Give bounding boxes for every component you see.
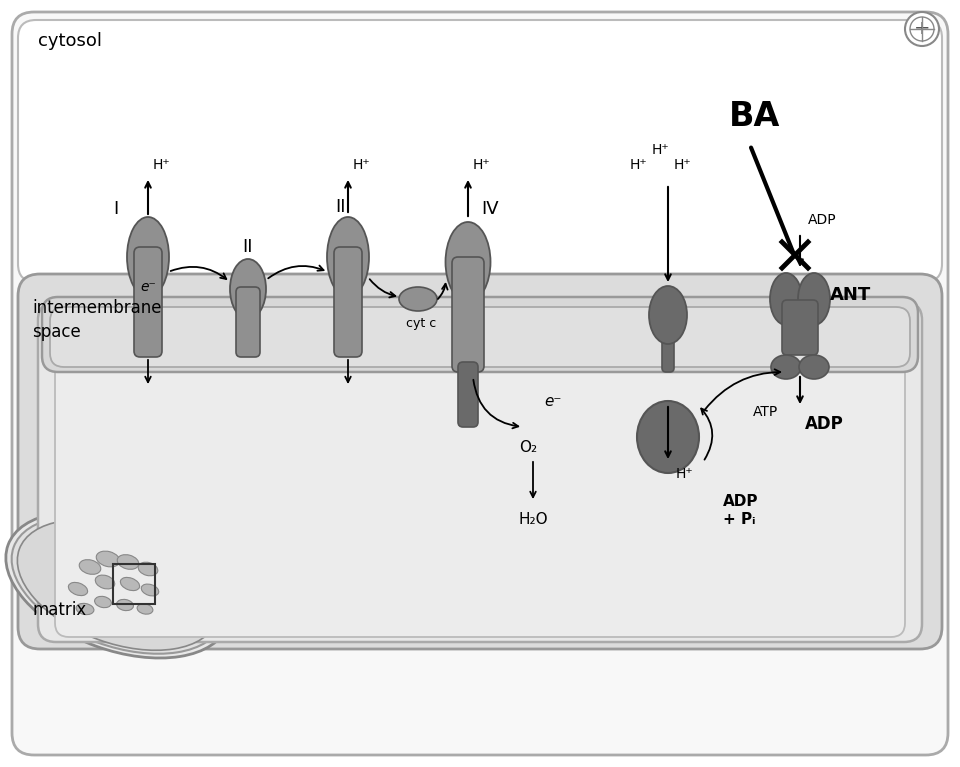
Text: cyt c: cyt c xyxy=(406,317,436,330)
Text: e⁻: e⁻ xyxy=(140,280,156,294)
Ellipse shape xyxy=(798,273,830,325)
Ellipse shape xyxy=(771,355,801,379)
FancyBboxPatch shape xyxy=(134,247,162,357)
Text: II: II xyxy=(243,238,253,256)
Text: H⁺: H⁺ xyxy=(353,158,371,172)
Ellipse shape xyxy=(96,551,120,567)
Ellipse shape xyxy=(141,584,158,596)
Circle shape xyxy=(905,12,939,46)
Text: ADP: ADP xyxy=(805,415,844,433)
Text: O₂: O₂ xyxy=(519,439,537,455)
Text: matrix: matrix xyxy=(32,601,86,619)
Ellipse shape xyxy=(117,555,139,569)
FancyBboxPatch shape xyxy=(55,357,905,637)
Ellipse shape xyxy=(138,562,157,576)
Text: cytosol: cytosol xyxy=(38,32,102,50)
Ellipse shape xyxy=(799,355,829,379)
Text: H₂O: H₂O xyxy=(518,512,548,527)
Text: I: I xyxy=(113,200,119,218)
Ellipse shape xyxy=(95,575,115,589)
Ellipse shape xyxy=(6,512,230,658)
Text: H⁺: H⁺ xyxy=(673,158,691,172)
FancyBboxPatch shape xyxy=(50,307,910,367)
Text: BA: BA xyxy=(730,100,780,133)
Ellipse shape xyxy=(327,217,369,297)
Ellipse shape xyxy=(17,520,219,650)
Ellipse shape xyxy=(445,222,491,302)
Ellipse shape xyxy=(12,516,225,653)
Text: ANT: ANT xyxy=(830,286,872,304)
FancyBboxPatch shape xyxy=(12,12,948,755)
Ellipse shape xyxy=(76,604,94,614)
Ellipse shape xyxy=(120,578,139,591)
Text: ADP: ADP xyxy=(723,495,758,509)
Ellipse shape xyxy=(649,286,687,344)
Text: ADP: ADP xyxy=(808,213,836,227)
Ellipse shape xyxy=(95,596,111,607)
FancyBboxPatch shape xyxy=(662,317,674,372)
Text: H⁺: H⁺ xyxy=(153,158,171,172)
FancyBboxPatch shape xyxy=(38,302,922,642)
Text: ATP: ATP xyxy=(753,405,779,419)
Ellipse shape xyxy=(770,273,802,325)
FancyBboxPatch shape xyxy=(42,297,918,372)
Text: H⁺: H⁺ xyxy=(473,158,491,172)
Text: H⁺: H⁺ xyxy=(676,467,694,481)
Ellipse shape xyxy=(637,401,699,473)
FancyBboxPatch shape xyxy=(236,287,260,357)
Ellipse shape xyxy=(399,287,437,311)
Ellipse shape xyxy=(137,604,153,614)
Text: e⁻: e⁻ xyxy=(544,394,562,410)
Text: III: III xyxy=(335,198,350,216)
FancyBboxPatch shape xyxy=(334,247,362,357)
Text: + Pᵢ: + Pᵢ xyxy=(723,512,756,526)
Ellipse shape xyxy=(68,582,87,596)
Bar xyxy=(113,564,155,604)
Text: +: + xyxy=(914,18,930,38)
Ellipse shape xyxy=(80,560,101,574)
Ellipse shape xyxy=(127,217,169,297)
Ellipse shape xyxy=(116,599,133,611)
FancyBboxPatch shape xyxy=(18,274,942,649)
Ellipse shape xyxy=(230,259,266,319)
FancyBboxPatch shape xyxy=(452,257,484,372)
Text: H⁺: H⁺ xyxy=(629,158,647,172)
Text: intermembrane
space: intermembrane space xyxy=(32,299,161,341)
FancyBboxPatch shape xyxy=(458,362,478,427)
Text: IV: IV xyxy=(481,200,499,218)
FancyBboxPatch shape xyxy=(18,20,942,282)
FancyBboxPatch shape xyxy=(782,300,818,355)
Text: H⁺: H⁺ xyxy=(651,143,669,157)
